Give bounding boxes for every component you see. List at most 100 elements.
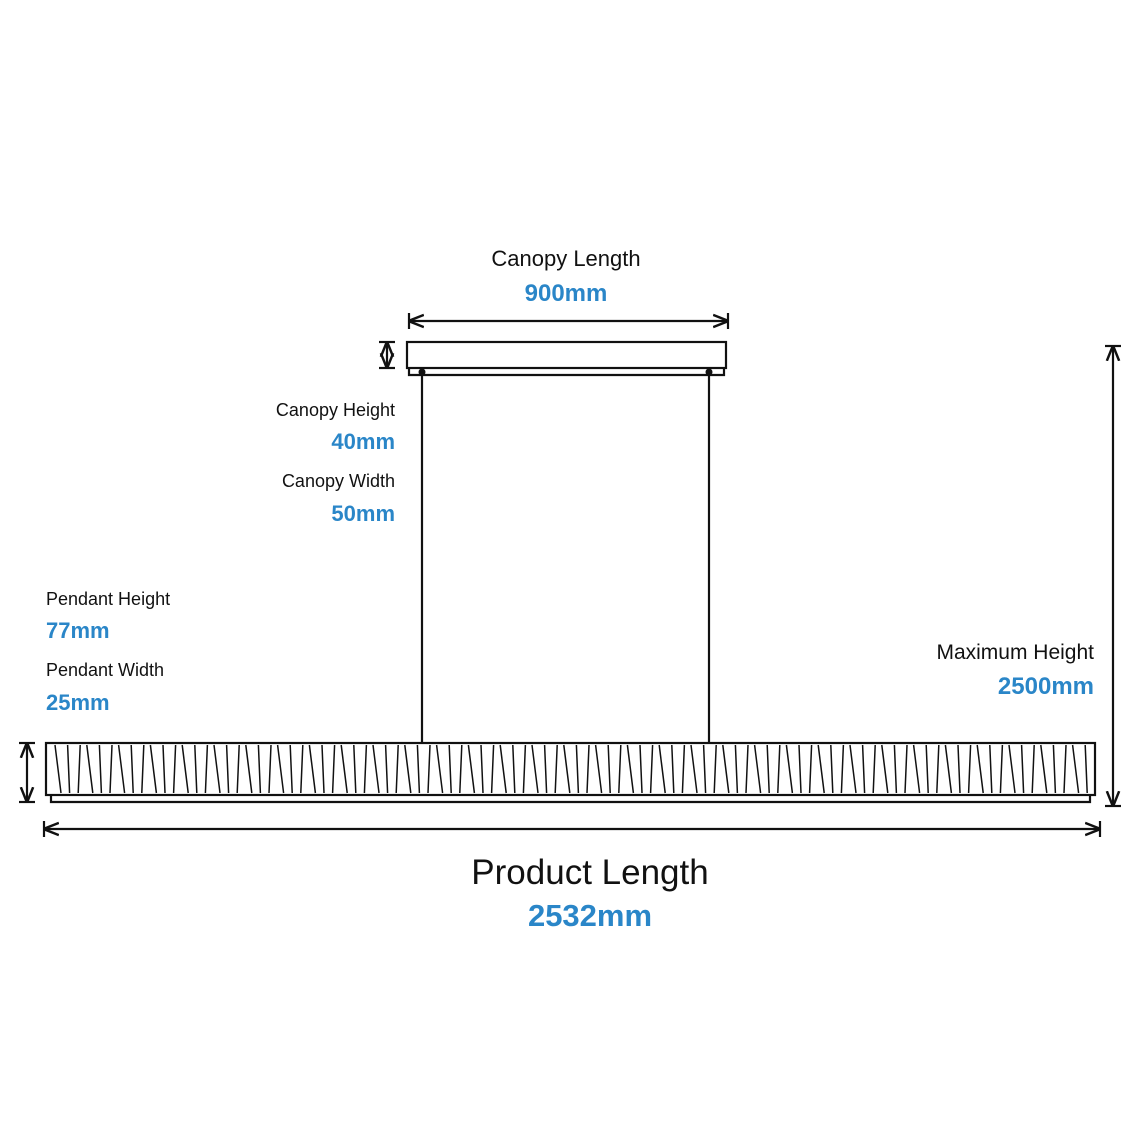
slat [86, 744, 94, 794]
slat [268, 744, 272, 794]
slat [162, 744, 166, 794]
slat [722, 744, 730, 794]
value: 50mm [331, 501, 395, 526]
label: Canopy Height [276, 400, 395, 420]
slat [671, 744, 675, 794]
slat [427, 744, 431, 794]
label: Canopy Width [282, 471, 395, 491]
pendant-base [49, 795, 1092, 804]
slat [849, 744, 857, 794]
slat [893, 744, 898, 794]
slat [331, 744, 336, 794]
slat [321, 744, 325, 794]
value: 2500mm [998, 673, 1094, 700]
slat [766, 744, 770, 794]
slat [690, 744, 698, 794]
slat [840, 744, 845, 794]
slat [66, 744, 71, 794]
value: 77mm [46, 618, 110, 643]
slat [618, 744, 622, 794]
slat [130, 744, 134, 794]
slat [817, 744, 825, 794]
slat [308, 744, 317, 794]
slat [300, 744, 304, 794]
slat [204, 744, 209, 794]
slat [194, 744, 198, 794]
label: Product Length [471, 853, 708, 892]
slat [172, 744, 177, 794]
slat [531, 744, 539, 794]
slat [649, 744, 654, 794]
pendant [44, 741, 1097, 797]
slat [586, 744, 590, 794]
slat [808, 744, 813, 794]
slat [404, 744, 412, 794]
slat [872, 744, 876, 794]
slat [607, 744, 611, 794]
value: 900mm [525, 280, 608, 307]
slat [957, 744, 961, 794]
slat [522, 744, 527, 794]
slat [626, 744, 635, 794]
slat [639, 744, 643, 794]
slat [976, 744, 984, 794]
slat [276, 744, 285, 794]
canopy-plate [407, 368, 726, 377]
slat [830, 744, 834, 794]
pendant-slats [54, 744, 1088, 794]
slat [435, 744, 444, 794]
slat [149, 744, 158, 794]
slat [225, 744, 230, 794]
slat [384, 744, 389, 794]
slat [904, 744, 908, 794]
slat [236, 744, 240, 794]
slat [480, 744, 484, 794]
slat [999, 744, 1004, 794]
slat [109, 744, 113, 794]
slat [989, 744, 993, 794]
slat [363, 744, 368, 794]
slat [925, 744, 929, 794]
slat [1031, 744, 1035, 794]
slat [416, 744, 421, 794]
slat [117, 744, 126, 794]
slat [753, 744, 762, 794]
slat [785, 744, 794, 794]
slat [1008, 744, 1016, 794]
slat [98, 744, 103, 794]
slat [912, 744, 921, 794]
label: Pendant Width [46, 660, 164, 680]
slat [499, 744, 507, 794]
value: 40mm [331, 429, 395, 454]
slat [1084, 744, 1088, 794]
slat [1052, 744, 1057, 794]
slat [1040, 744, 1048, 794]
slat [395, 744, 399, 794]
slat [1071, 744, 1080, 794]
slat [213, 744, 221, 794]
canopy [405, 340, 728, 370]
slat [967, 744, 972, 794]
slat [141, 744, 145, 794]
slat [881, 744, 889, 794]
slat [459, 744, 463, 794]
slat [944, 744, 953, 794]
slat [257, 744, 262, 794]
slat [798, 744, 802, 794]
slat [245, 744, 253, 794]
slat [289, 744, 293, 794]
slat [681, 744, 686, 794]
label: Canopy Length [491, 246, 640, 271]
slat [658, 744, 666, 794]
slat [512, 744, 516, 794]
slat [575, 744, 580, 794]
slat [702, 744, 707, 794]
slat [490, 744, 495, 794]
slat [861, 744, 866, 794]
label: Maximum Height [936, 641, 1094, 664]
slat [1063, 744, 1067, 794]
slat [448, 744, 452, 794]
slat [467, 744, 476, 794]
